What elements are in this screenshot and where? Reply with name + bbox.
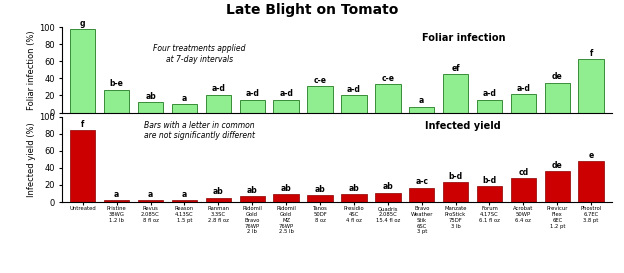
Bar bbox=[443, 74, 468, 112]
Bar bbox=[70, 130, 95, 202]
Text: f: f bbox=[81, 120, 84, 129]
Y-axis label: Foliar infection (%): Foliar infection (%) bbox=[27, 30, 36, 110]
Bar bbox=[545, 83, 570, 112]
Bar bbox=[477, 186, 502, 202]
Bar bbox=[578, 59, 604, 112]
Bar bbox=[477, 100, 502, 112]
Text: e: e bbox=[588, 151, 594, 160]
Text: a-c: a-c bbox=[415, 177, 428, 186]
Bar bbox=[409, 106, 434, 112]
Text: ab: ab bbox=[314, 185, 325, 194]
Text: de: de bbox=[552, 161, 563, 170]
Text: ab: ab bbox=[349, 184, 359, 193]
Text: Infected yield: Infected yield bbox=[426, 121, 501, 131]
Text: Late Blight on Tomato: Late Blight on Tomato bbox=[226, 3, 398, 17]
Bar bbox=[443, 182, 468, 202]
Y-axis label: Infected yield (%): Infected yield (%) bbox=[27, 122, 36, 197]
Bar bbox=[138, 102, 163, 112]
Text: Foliar infection: Foliar infection bbox=[421, 33, 505, 43]
Bar bbox=[578, 161, 604, 202]
Text: ab: ab bbox=[145, 92, 156, 101]
Text: a-d: a-d bbox=[212, 84, 225, 93]
Bar bbox=[341, 194, 367, 202]
Text: Bars with a letter in common
are not significantly different: Bars with a letter in common are not sig… bbox=[144, 121, 255, 140]
Text: a: a bbox=[419, 96, 424, 105]
Text: c-e: c-e bbox=[381, 74, 394, 83]
Bar bbox=[104, 90, 129, 112]
Bar bbox=[172, 104, 197, 112]
Text: ab: ab bbox=[281, 184, 291, 193]
Bar bbox=[510, 94, 536, 112]
Bar bbox=[307, 195, 333, 202]
Bar bbox=[138, 200, 163, 202]
Bar bbox=[206, 198, 231, 202]
Bar bbox=[240, 100, 265, 112]
Text: b-d: b-d bbox=[482, 176, 497, 185]
Bar bbox=[273, 100, 299, 112]
Bar bbox=[307, 86, 333, 112]
Text: a: a bbox=[182, 94, 187, 103]
Bar bbox=[70, 29, 95, 112]
Text: a: a bbox=[114, 190, 119, 199]
Text: cd: cd bbox=[519, 168, 529, 177]
Bar bbox=[341, 96, 367, 112]
Bar bbox=[104, 200, 129, 202]
Bar bbox=[545, 171, 570, 202]
Bar bbox=[240, 196, 265, 202]
Text: ab: ab bbox=[247, 186, 258, 195]
Bar bbox=[172, 200, 197, 202]
Text: a-d: a-d bbox=[347, 85, 361, 94]
Bar bbox=[375, 193, 401, 202]
Text: a: a bbox=[148, 190, 153, 199]
Text: de: de bbox=[552, 72, 563, 81]
Text: a-d: a-d bbox=[245, 90, 259, 99]
Text: ab: ab bbox=[213, 188, 223, 197]
Text: a-d: a-d bbox=[517, 84, 530, 93]
Bar bbox=[206, 95, 231, 112]
Text: a-d: a-d bbox=[482, 90, 497, 99]
Bar bbox=[409, 188, 434, 202]
Text: b-e: b-e bbox=[110, 79, 124, 88]
Bar bbox=[510, 178, 536, 202]
Text: c-e: c-e bbox=[313, 76, 326, 85]
Text: f: f bbox=[590, 49, 593, 58]
Text: b-d: b-d bbox=[449, 172, 462, 181]
Text: Four treatments applied
at 7-day intervals: Four treatments applied at 7-day interva… bbox=[154, 44, 246, 64]
Bar bbox=[375, 84, 401, 112]
Bar bbox=[273, 194, 299, 202]
Text: g: g bbox=[80, 19, 85, 28]
Text: a: a bbox=[182, 190, 187, 199]
Text: ab: ab bbox=[383, 182, 393, 191]
Text: a-d: a-d bbox=[279, 90, 293, 99]
Text: ef: ef bbox=[451, 64, 460, 73]
